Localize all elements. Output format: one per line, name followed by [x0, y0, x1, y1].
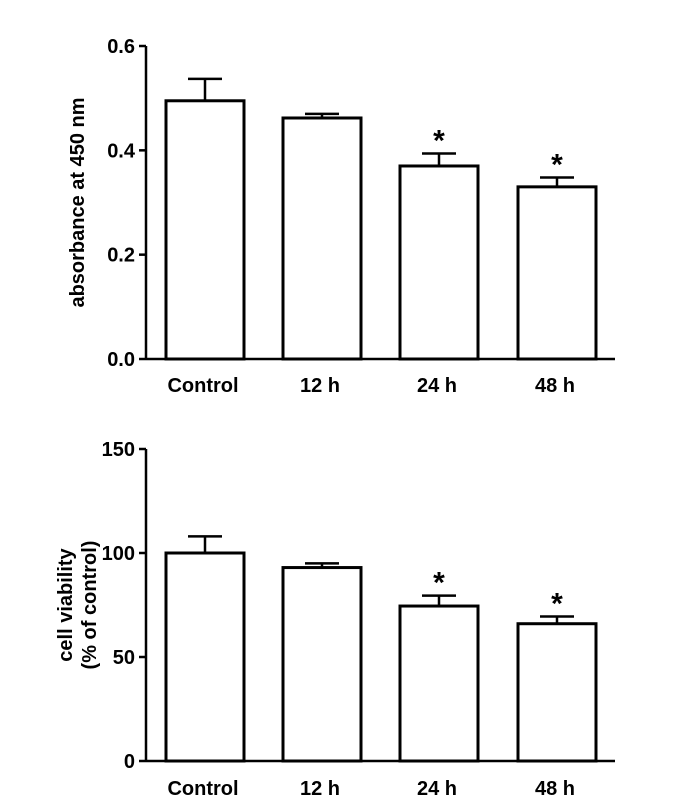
x-category-label: Control [167, 375, 238, 397]
y-tick-label: 150 [102, 439, 135, 461]
bar-48-h [516, 185, 598, 361]
y-tick-label: 100 [102, 543, 135, 565]
x-category-label: 12 h [300, 375, 340, 397]
y-tick-label: 0 [124, 751, 135, 773]
cell-viability-bar-chart: 0 50 100 150 cell viability (% of control) Con… [55, 439, 615, 800]
y-axis-title: (% of control) [79, 541, 101, 670]
significance-marker: * [433, 124, 445, 157]
absorbance-bar-chart: 0.0 0.2 0.4 0.6 absorbance at 450 nm Control 1… [67, 36, 615, 397]
bar-control [164, 99, 246, 361]
y-tick-label: 0.6 [107, 36, 135, 58]
y-tick-label: 0.2 [107, 245, 135, 267]
x-category-label: 48 h [535, 375, 575, 397]
x-category-label: Control [167, 778, 238, 800]
x-category-label: 12 h [300, 778, 340, 800]
y-axis-title: absorbance at 450 nm [67, 97, 89, 307]
significance-marker: * [551, 587, 563, 620]
bar-24-h [398, 604, 480, 763]
y-tick-label: 50 [113, 647, 135, 669]
significance-marker: * [433, 567, 445, 600]
y-axis-title: cell viability [55, 547, 77, 661]
x-category-label: 24 h [417, 375, 457, 397]
x-category-label: 24 h [417, 778, 457, 800]
bar-24-h [398, 164, 480, 361]
bar-12-h [281, 116, 363, 361]
significance-marker: * [551, 148, 563, 181]
bar-48-h [516, 622, 598, 763]
x-category-label: 48 h [535, 778, 575, 800]
bar-12-h [281, 566, 363, 763]
y-tick-label: 0.4 [107, 140, 136, 162]
bar-control [164, 551, 246, 763]
y-tick-label: 0.0 [107, 349, 135, 371]
